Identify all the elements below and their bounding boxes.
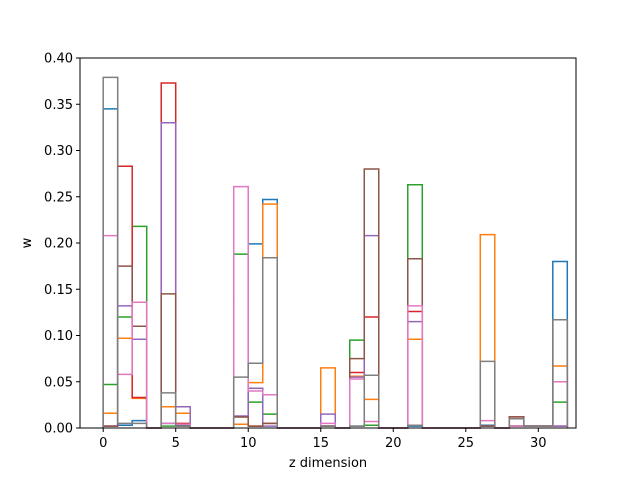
plot-area — [80, 58, 576, 428]
y-tick-label: 0.30 — [44, 144, 73, 159]
y-tick-label: 0.20 — [44, 237, 73, 252]
x-tick-label: 15 — [312, 436, 329, 451]
y-axis-ticks: 0.00 0.05 0.10 0.15 0.20 0.25 0.30 0.35 0.40 — [44, 52, 80, 437]
x-axis-label: z dimension — [289, 456, 367, 471]
x-tick-label: 25 — [458, 436, 475, 451]
y-tick-label: 0.15 — [44, 283, 73, 298]
y-tick-label: 0.40 — [44, 52, 73, 67]
y-tick-label: 0.10 — [44, 329, 73, 344]
y-tick-label: 0.05 — [44, 375, 73, 390]
series-pink-step-line — [102, 185, 569, 429]
series-gray-step-line — [102, 76, 569, 429]
x-tick-label: 0 — [99, 436, 107, 451]
y-axis-label: w — [20, 237, 35, 248]
series-orange-step-line — [102, 203, 569, 429]
y-tick-label: 0.25 — [44, 190, 73, 205]
x-tick-label: 5 — [172, 436, 180, 451]
x-tick-label: 10 — [240, 436, 257, 451]
y-tick-label: 0.35 — [44, 98, 73, 113]
x-tick-label: 20 — [385, 436, 402, 451]
x-tick-label: 30 — [530, 436, 547, 451]
x-axis-ticks: 0 5 10 15 20 25 30 — [99, 428, 547, 451]
y-tick-label: 0.00 — [44, 422, 73, 437]
series-layer — [102, 76, 569, 429]
